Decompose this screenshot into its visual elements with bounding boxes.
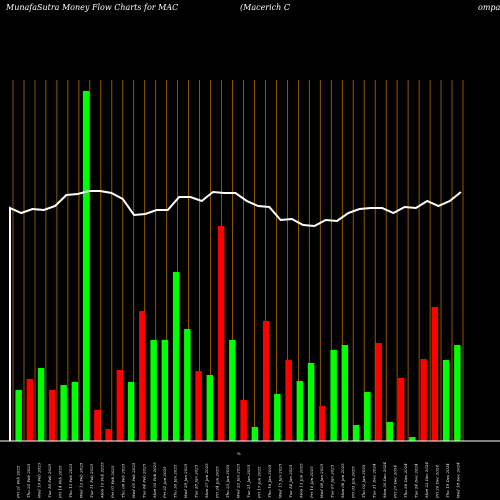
bar bbox=[352, 425, 360, 441]
x-tick-label: Wed 12 Feb 2025 bbox=[79, 462, 84, 498]
x-tick-label: Wed 19 Feb 2025 bbox=[37, 462, 42, 498]
bar bbox=[26, 379, 34, 441]
bar bbox=[307, 363, 315, 441]
x-tick-label: Tue 07 Jan 2025 bbox=[330, 464, 335, 498]
x-tick-label: Tue 04 Feb 2025 bbox=[141, 463, 146, 498]
x-tick-label: Mon 10 Feb 2025 bbox=[100, 462, 105, 499]
x-tick-label: Wed 08 Jan 2025 bbox=[319, 463, 324, 498]
x-tick-label: Thu 16 Jan 2025 bbox=[267, 464, 272, 498]
x-tick-label: Fri 10 Jan 2025 bbox=[309, 466, 314, 499]
bar bbox=[397, 378, 405, 441]
bar bbox=[274, 394, 281, 441]
bar bbox=[161, 340, 169, 441]
bar bbox=[127, 382, 135, 441]
x-tick-label: Fri 27 Dec 2024 bbox=[393, 465, 398, 499]
bar bbox=[364, 392, 371, 441]
bar bbox=[431, 307, 439, 441]
bar bbox=[150, 340, 157, 441]
axis-note: % bbox=[237, 451, 241, 456]
x-tick-label: Wed 05 Feb 2025 bbox=[131, 462, 136, 498]
x-tick-label: Fri 21 Feb 2025 bbox=[16, 465, 21, 499]
x-tick-label: Fri 14 Feb 2025 bbox=[58, 465, 63, 499]
x-tick-label: Wed 18 Dec 2024 bbox=[455, 462, 460, 498]
bar bbox=[330, 350, 337, 441]
bar bbox=[116, 370, 124, 441]
bar bbox=[341, 345, 349, 441]
bar bbox=[217, 226, 225, 441]
x-tick-label: Fri 03 Jan 2025 bbox=[351, 466, 356, 499]
bar bbox=[262, 321, 270, 441]
bar bbox=[139, 311, 146, 441]
x-tick-label: Tue 14 Jan 2025 bbox=[288, 464, 293, 498]
x-tick-labels: Fri 21 Feb 2025 Thu 20 Feb 2025 Wed 19 Feb… bbox=[16, 462, 461, 499]
x-tick-label: Mon 03 Feb 2025 bbox=[152, 462, 157, 499]
x-tick-label: Fri 20 Dec 2024 bbox=[434, 465, 439, 499]
bar bbox=[251, 427, 259, 441]
x-tick-label: Tue 21 Jan 2025 bbox=[246, 464, 251, 498]
x-tick-label: Wed 22 Jan 2025 bbox=[236, 463, 241, 498]
bar bbox=[60, 385, 67, 441]
x-tick-label: Mon 23 Dec 2024 bbox=[424, 462, 429, 499]
x-tick-label: Mon 13 Jan 2025 bbox=[298, 463, 303, 499]
bar bbox=[184, 329, 191, 441]
x-tick-label: Thu 30 Jan 2025 bbox=[173, 464, 178, 498]
bar bbox=[105, 429, 112, 441]
x-tick-label: Thu 20 Feb 2025 bbox=[26, 463, 31, 498]
bar bbox=[82, 91, 90, 441]
x-tick-label: Fri 17 Jan 2025 bbox=[256, 466, 261, 499]
money-flow-line bbox=[9, 190, 462, 441]
bar bbox=[172, 272, 180, 441]
x-tick-label: Mon 30 Dec 2024 bbox=[382, 462, 387, 499]
bar bbox=[386, 422, 394, 441]
bar bbox=[409, 437, 416, 441]
x-tick-label: Fri 31 Jan 2025 bbox=[162, 466, 167, 499]
x-tick-label: Wed 15 Jan 2025 bbox=[277, 463, 282, 498]
x-tick-label: Tue 28 Jan 2025 bbox=[194, 464, 199, 498]
bar bbox=[319, 406, 326, 441]
x-tick-label: Mon 06 Jan 2025 bbox=[340, 463, 345, 499]
x-tick-label: Wed 29 Jan 2025 bbox=[183, 463, 188, 498]
x-tick-label: Fri 07 Feb 2025 bbox=[110, 465, 115, 499]
bar bbox=[37, 368, 45, 441]
bar bbox=[375, 343, 382, 441]
bar bbox=[442, 360, 450, 441]
bar bbox=[71, 382, 79, 441]
x-tick-label: Thu 23 Jan 2025 bbox=[225, 464, 230, 498]
bar bbox=[195, 371, 202, 441]
x-tick-label: Thu 06 Feb 2025 bbox=[120, 463, 125, 498]
x-tick-label: Tue 31 Dec 2024 bbox=[372, 463, 377, 498]
bar bbox=[420, 359, 427, 441]
bar bbox=[229, 340, 236, 441]
bar bbox=[206, 375, 214, 441]
bar-series bbox=[15, 91, 461, 441]
bar bbox=[15, 390, 22, 441]
bar bbox=[285, 360, 292, 441]
x-tick-label: Thu 26 Dec 2024 bbox=[403, 463, 408, 498]
x-tick-label: Tue 24 Dec 2024 bbox=[413, 463, 418, 498]
bar bbox=[454, 345, 461, 441]
bar bbox=[94, 410, 101, 441]
x-tick-label: Thu 19 Dec 2024 bbox=[445, 463, 450, 498]
bar bbox=[240, 400, 247, 441]
x-tick-label: Thu 13 Feb 2025 bbox=[68, 463, 73, 498]
bar bbox=[296, 381, 304, 441]
x-tick-label: Tue 18 Feb 2025 bbox=[47, 463, 52, 498]
x-tick-label: Tue 11 Feb 2025 bbox=[89, 463, 94, 498]
chart-title: MunafaSutra Money Flow Charts for MAC bbox=[5, 3, 178, 12]
x-tick-label: Thu 02 Jan 2025 bbox=[361, 464, 366, 498]
chart-subtitle: (Macerich C bbox=[240, 3, 290, 12]
x-tick-label: Fri 24 Jan 2025 bbox=[215, 466, 220, 499]
x-tick-label: Mon 27 Jan 2025 bbox=[204, 463, 209, 499]
chart-subtitle-tail: ompa bbox=[478, 3, 500, 12]
bar bbox=[49, 390, 56, 441]
